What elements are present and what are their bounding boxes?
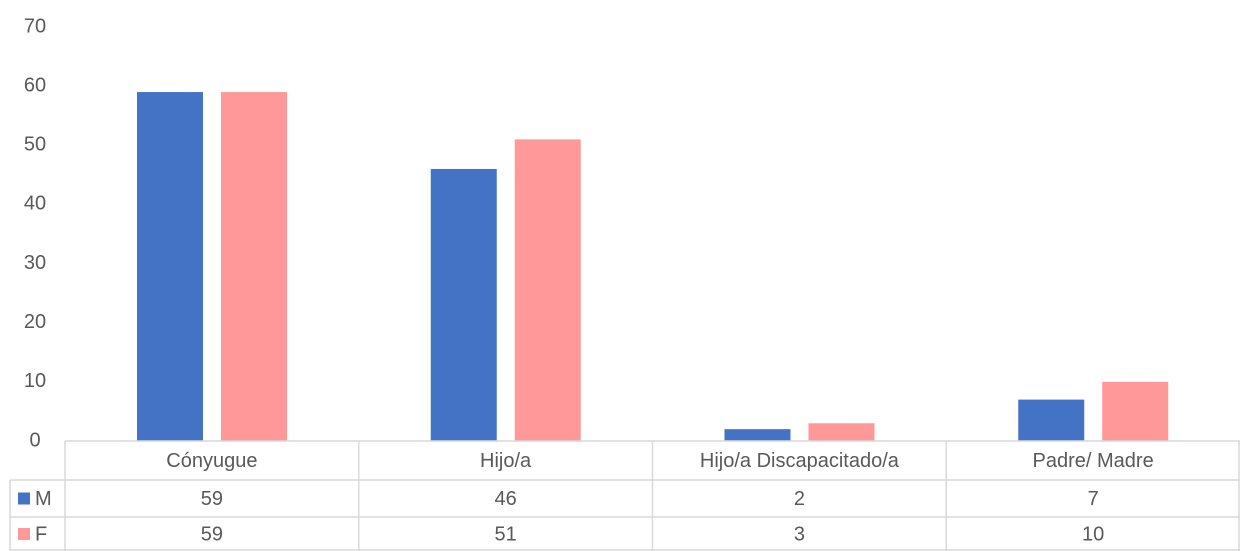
legend-label: F xyxy=(35,523,47,545)
y-tick-label: 30 xyxy=(24,252,46,274)
table-cell: 2 xyxy=(794,488,805,510)
table-cell: 59 xyxy=(201,523,223,545)
table-cell: 46 xyxy=(495,488,517,510)
bar xyxy=(808,423,875,441)
y-tick-label: 40 xyxy=(24,193,46,215)
bar xyxy=(137,92,203,442)
bar xyxy=(1102,381,1169,441)
table-cell: 3 xyxy=(794,523,805,545)
legend-label: M xyxy=(35,488,52,510)
bar xyxy=(221,92,287,442)
bar xyxy=(514,139,581,441)
y-tick-label: 50 xyxy=(24,134,46,156)
table-cell: 59 xyxy=(201,488,223,510)
bar xyxy=(1018,399,1085,441)
y-tick-label: 10 xyxy=(24,370,46,392)
x-tick-label: Cónyugue xyxy=(166,450,257,472)
y-tick-label: 70 xyxy=(24,15,46,37)
y-tick-label: 0 xyxy=(29,429,40,451)
x-tick-label: Hijo/a Discapacitado/a xyxy=(700,450,900,472)
y-tick-label: 20 xyxy=(24,311,46,333)
bar xyxy=(724,429,791,441)
legend-swatch xyxy=(18,528,30,540)
table-cell: 7 xyxy=(1088,488,1099,510)
legend-swatch xyxy=(18,492,30,505)
table-cell: 10 xyxy=(1082,523,1104,545)
x-tick-label: Hijo/a xyxy=(480,450,532,472)
table-cell: 51 xyxy=(495,523,517,545)
y-tick-label: 60 xyxy=(24,74,46,96)
bar xyxy=(430,168,497,441)
x-tick-label: Padre/ Madre xyxy=(1033,450,1154,472)
